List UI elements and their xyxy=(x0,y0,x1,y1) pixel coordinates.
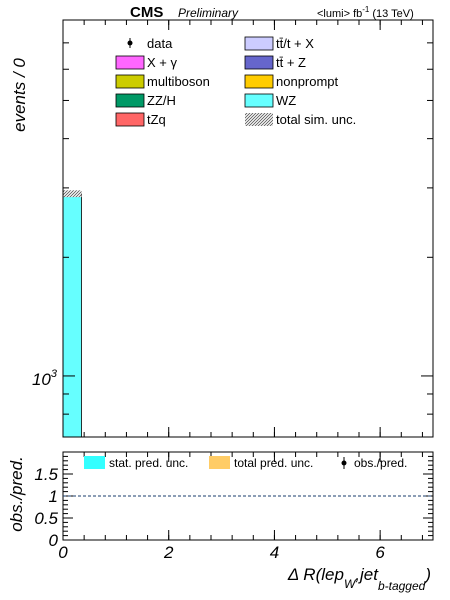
main-ticks xyxy=(62,19,433,438)
main-y-axis-label: events / 0 xyxy=(10,58,29,132)
ratio-legend-swatch xyxy=(84,456,105,469)
legend-label: WZ xyxy=(276,93,296,108)
main-y-tick-label: 103 xyxy=(32,368,58,389)
lumi-suffix: (13 TeV) xyxy=(372,8,413,20)
legend-swatch xyxy=(244,36,274,51)
legend-label: data xyxy=(147,36,173,51)
x-axis-label-sub1: W xyxy=(344,577,357,591)
ratio-ticks xyxy=(62,452,433,541)
ratio-x-tick-label: 2 xyxy=(163,543,174,562)
main-legend: data tt̄/t + X X + γ tt̄ + Z multiboson nonpr… xyxy=(115,36,356,127)
legend-label: ZZ/H xyxy=(147,93,176,108)
ratio-x-tick-labels: 0 2 4 6 xyxy=(58,543,385,562)
legend-label: tZq xyxy=(147,112,166,127)
ratio-x-tick-label: 6 xyxy=(375,543,385,562)
lumi-label: <lumi> fb-1 (13 TeV) xyxy=(317,5,414,20)
ratio-legend-label: total pred. unc. xyxy=(234,456,313,470)
legend-swatch xyxy=(245,113,273,126)
ratio-legend-label: stat. pred. unc. xyxy=(109,456,188,470)
x-axis-label-end: ) xyxy=(423,565,431,584)
ratio-y-axis-label: obs./pred. xyxy=(7,456,26,532)
ratio-y-tick-label: 1 xyxy=(49,487,58,506)
legend-swatch xyxy=(115,112,145,127)
legend-data-marker xyxy=(127,40,133,46)
bar-wz xyxy=(62,193,82,438)
lumi-prefix: <lumi> fb xyxy=(317,8,362,20)
legend-swatch xyxy=(244,55,274,70)
experiment-label: CMS xyxy=(130,4,163,21)
legend-label: nonprompt xyxy=(276,74,339,89)
ratio-legend-marker xyxy=(341,460,347,466)
main-bars xyxy=(62,190,82,438)
ratio-x-tick-label: 0 xyxy=(58,543,68,562)
legend-swatch xyxy=(244,74,274,89)
legend-swatch xyxy=(115,74,145,89)
ratio-legend: stat. pred. unc. total pred. unc. obs./pre… xyxy=(84,456,407,470)
x-axis-label-base: Δ R(lep xyxy=(287,565,344,584)
ratio-legend-label: obs./pred. xyxy=(354,456,407,470)
x-axis-label: Δ R(lepW,jetb-tagged) xyxy=(287,565,431,593)
x-axis-label-mid: ,jet xyxy=(355,565,379,584)
ratio-legend-swatch xyxy=(209,456,230,469)
legend-label: tt̄ + Z xyxy=(276,55,306,70)
main-frame xyxy=(62,19,434,438)
legend-label: total sim. unc. xyxy=(276,112,356,127)
legend-swatch xyxy=(115,93,145,108)
x-axis-label-sub2: b-tagged xyxy=(378,579,426,593)
ratio-y-tick-label: 0 xyxy=(49,531,59,550)
legend-swatch xyxy=(244,93,274,108)
main-y-tick-labels: 103 xyxy=(32,368,58,389)
lumi-exponent: -1 xyxy=(362,5,370,14)
main-y-tick-label-exp: 3 xyxy=(51,368,58,380)
ratio-y-tick-label: 1.5 xyxy=(34,465,58,484)
legend-label: X + γ xyxy=(147,55,177,70)
ratio-y-tick-label: 0.5 xyxy=(34,509,58,528)
ratio-x-tick-label: 4 xyxy=(270,543,279,562)
main-y-tick-label-base: 10 xyxy=(32,370,51,389)
uncertainty-band xyxy=(63,190,82,198)
legend-swatch xyxy=(115,55,145,70)
legend-label: multiboson xyxy=(147,74,210,89)
main-panel: 103 events / 0 data tt̄/t + X X + γ tt̄ + Z… xyxy=(10,19,434,438)
status-label: Preliminary xyxy=(178,6,239,20)
ratio-y-tick-labels: 0 0.5 1 1.5 xyxy=(34,465,58,550)
legend-label: tt̄/t + X xyxy=(276,36,314,51)
